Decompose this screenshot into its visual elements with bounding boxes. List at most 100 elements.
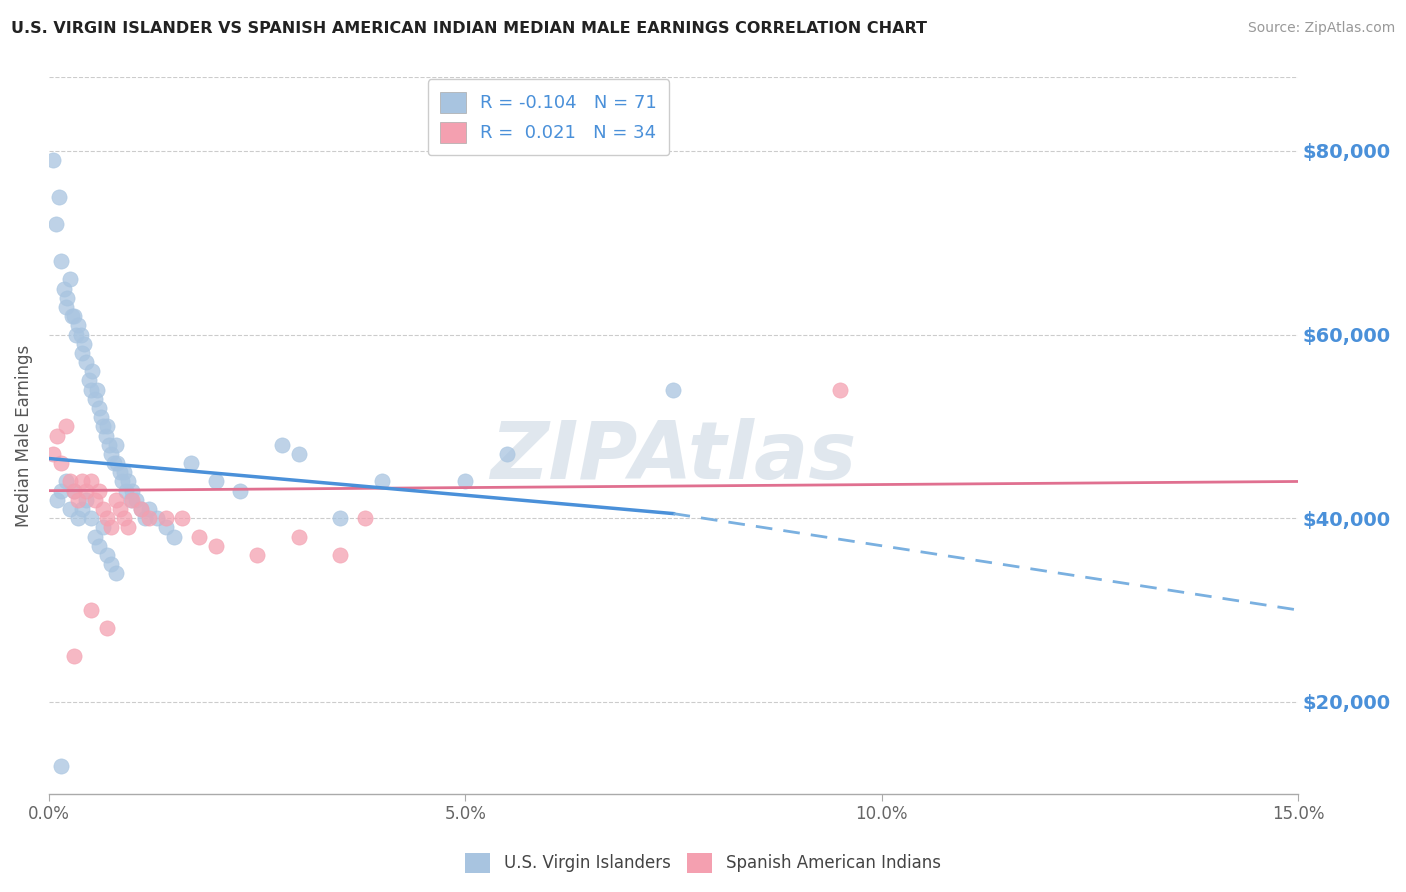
Point (108, 502, 131, 516)
Point (83, 392, 105, 406)
Point (55, 300, 77, 314)
Point (56, 291, 79, 305)
Point (91, 502, 114, 516)
Point (96, 548, 118, 562)
Point (82, 364, 104, 378)
Point (662, 383, 685, 397)
Point (46, 428, 69, 442)
Point (828, 383, 851, 397)
Point (96, 621, 118, 635)
Point (129, 502, 152, 516)
Point (129, 502, 152, 516)
Point (329, 548, 352, 562)
Point (146, 511, 169, 525)
Point (55, 475, 77, 489)
Point (72, 502, 94, 516)
Point (108, 465, 131, 479)
Point (69, 327, 91, 342)
Text: U.S. VIRGIN ISLANDER VS SPANISH AMERICAN INDIAN MEDIAN MALE EARNINGS CORRELATION: U.S. VIRGIN ISLANDER VS SPANISH AMERICAN… (11, 21, 927, 36)
Point (87, 539, 110, 553)
Point (112, 465, 135, 479)
Point (105, 456, 128, 470)
Point (72, 475, 94, 489)
Point (75, 492, 97, 507)
Point (172, 511, 194, 525)
Point (104, 492, 127, 507)
Point (83, 492, 105, 507)
Point (67, 318, 90, 333)
Point (121, 483, 143, 498)
Point (42, 153, 65, 167)
Point (91, 419, 114, 434)
Point (454, 475, 477, 489)
Point (371, 475, 394, 489)
Point (60, 309, 83, 323)
Point (45, 218, 67, 232)
Point (138, 511, 160, 525)
Point (354, 511, 377, 525)
Point (94, 428, 117, 442)
Point (63, 483, 86, 498)
Point (67, 511, 90, 525)
Point (180, 456, 202, 470)
Point (96, 511, 118, 525)
Point (104, 438, 127, 452)
Point (48, 190, 70, 204)
Point (114, 483, 136, 498)
Point (79, 511, 101, 525)
Point (121, 492, 143, 507)
Point (65, 327, 87, 342)
Point (63, 648, 86, 663)
Point (117, 520, 139, 534)
Point (72, 346, 94, 360)
Point (51, 759, 73, 773)
Point (288, 530, 311, 544)
Point (100, 520, 122, 534)
Point (59, 475, 82, 489)
Point (79, 383, 101, 397)
Point (51, 254, 73, 268)
Point (75, 483, 97, 498)
Point (229, 483, 252, 498)
Point (51, 483, 73, 498)
Point (496, 447, 519, 461)
Point (117, 475, 139, 489)
Point (246, 548, 269, 562)
Point (163, 530, 186, 544)
Point (63, 309, 86, 323)
Point (67, 492, 90, 507)
Point (97, 438, 120, 452)
Legend: U.S. Virgin Islanders, Spanish American Indians: U.S. Virgin Islanders, Spanish American … (458, 847, 948, 880)
Point (155, 520, 177, 534)
Point (134, 511, 156, 525)
Point (120, 492, 142, 507)
Point (86, 383, 108, 397)
Point (75, 355, 97, 369)
Point (63, 483, 86, 498)
Point (83, 530, 105, 544)
Point (104, 566, 127, 581)
Point (100, 447, 122, 461)
Text: ZIPAtlas: ZIPAtlas (491, 418, 856, 496)
Point (187, 530, 209, 544)
Point (204, 475, 226, 489)
Point (96, 419, 118, 434)
Point (204, 539, 226, 553)
Point (59, 272, 82, 286)
Text: Source: ZipAtlas.com: Source: ZipAtlas.com (1247, 21, 1395, 35)
Point (90, 410, 112, 425)
Point (73, 336, 96, 351)
Point (46, 492, 69, 507)
Y-axis label: Median Male Earnings: Median Male Earnings (15, 344, 32, 526)
Point (42, 447, 65, 461)
Point (100, 557, 122, 571)
Point (87, 483, 110, 498)
Point (329, 511, 352, 525)
Point (87, 401, 110, 415)
Point (288, 447, 311, 461)
Point (155, 511, 177, 525)
Point (55, 419, 77, 434)
Point (91, 520, 114, 534)
Point (51, 456, 73, 470)
Point (103, 456, 125, 470)
